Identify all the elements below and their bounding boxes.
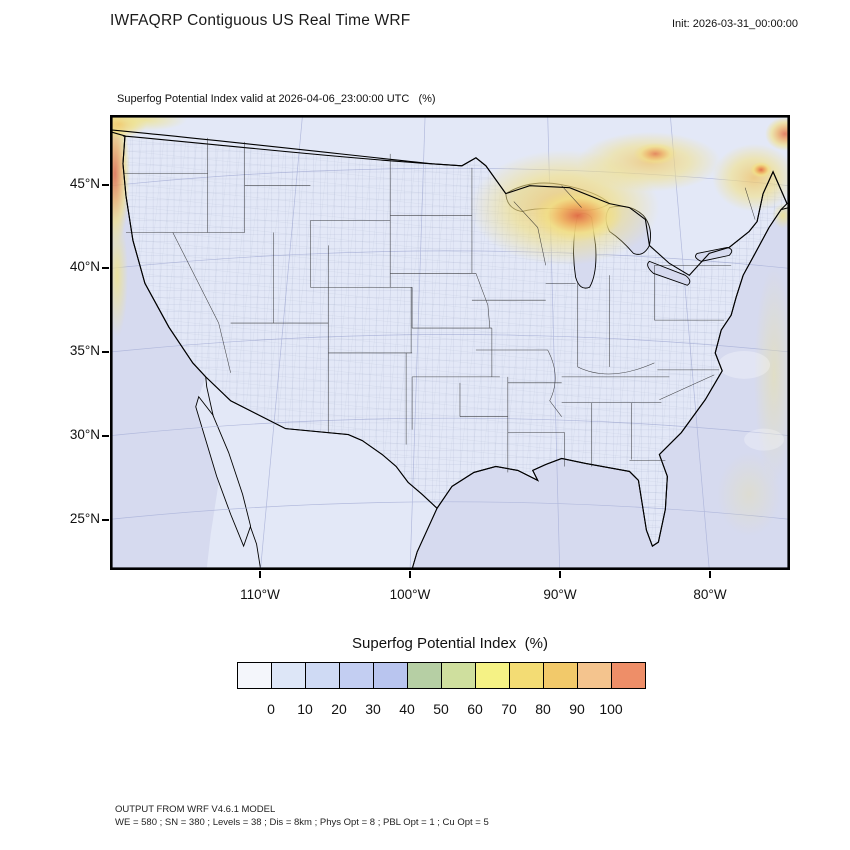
map-frame <box>110 115 790 570</box>
map-canvas <box>111 116 789 569</box>
colorbar-box <box>577 662 612 689</box>
ocean-layer <box>111 131 789 569</box>
axis-tick <box>102 351 109 353</box>
canada-border-east <box>728 170 788 248</box>
axis-tick <box>102 267 109 269</box>
colorbar-tick-label: 90 <box>569 701 585 717</box>
map-subtitle: Superfog Potential Index valid at 2026-0… <box>117 93 436 105</box>
border-layer <box>111 129 789 569</box>
pacific-coast-yellow-strip <box>111 213 128 338</box>
colorbar-ticks: 0 10 20 30 40 50 60 70 80 90 100 <box>237 695 659 717</box>
lat-label-40n: 40°N <box>69 259 100 274</box>
lake-superior-hot-core <box>532 189 623 242</box>
lon-label-110w: 110°W <box>240 587 280 602</box>
canada-border-west <box>111 129 507 194</box>
lon-label-90w: 90°W <box>543 587 577 602</box>
colorbar <box>237 662 646 689</box>
lake-erie <box>647 260 691 286</box>
colorbar-tick-label: 70 <box>501 701 517 717</box>
colorbar-tick-label: 100 <box>599 701 623 717</box>
axis-tick <box>102 519 109 521</box>
colorbar-tick-label: 10 <box>297 701 313 717</box>
pacific-nw-edge-strip <box>111 116 130 246</box>
axis-tick <box>259 571 261 578</box>
axis-tick <box>709 571 711 578</box>
footer-notes: OUTPUT FROM WRF V4.6.1 MODEL WE = 580 ; … <box>115 804 489 829</box>
lat-label-35n: 35°N <box>69 343 100 358</box>
plot-title: IWFAQRP Contiguous US Real Time WRF <box>110 12 411 29</box>
footer-config-line: WE = 580 ; SN = 380 ; Levels = 38 ; Dis … <box>115 816 489 828</box>
legend-title: Superfog Potential Index (%) <box>352 635 548 652</box>
superfog-field-overlay <box>111 116 789 537</box>
colorbar-box <box>373 662 408 689</box>
colorbar-tick-label: 20 <box>331 701 347 717</box>
lon-label-80w: 80°W <box>693 587 727 602</box>
lat-label-45n: 45°N <box>69 176 100 191</box>
atlantic-cloud-streak <box>744 428 785 451</box>
new-england-hot-speck <box>750 161 773 178</box>
colorbar-tick-label: 40 <box>399 701 415 717</box>
colorbar-box <box>475 662 510 689</box>
axis-tick <box>409 571 411 578</box>
lat-label-30n: 30°N <box>69 427 100 442</box>
pacific-ocean <box>111 131 219 569</box>
axis-tick <box>102 184 109 186</box>
atlantic-yellow-streak <box>754 265 789 485</box>
colorbar-box <box>305 662 340 689</box>
colorbar-box <box>611 662 646 689</box>
colorbar-box <box>339 662 374 689</box>
atlantic-se-yellow-wisp <box>717 452 782 537</box>
lat-label-25n: 25°N <box>69 511 100 526</box>
atlantic-cloud-streak <box>718 350 771 379</box>
colorbar-box <box>509 662 544 689</box>
colorbar-tick-label: 80 <box>535 701 551 717</box>
axis-tick <box>102 435 109 437</box>
ne-corner-hot-patch <box>765 117 789 151</box>
top-edge-yellow-streak <box>111 116 187 131</box>
colorbar-box <box>441 662 476 689</box>
init-timestamp: Init: 2026-03-31_00:00:00 <box>672 18 798 30</box>
lon-label-100w: 100°W <box>389 587 431 602</box>
state-borders <box>123 137 756 473</box>
colorbar-box <box>543 662 578 689</box>
canada-hot-speck <box>633 142 678 165</box>
colorbar-box <box>237 662 272 689</box>
map-border-frame <box>111 116 789 569</box>
axis-tick <box>559 571 561 578</box>
colorbar-tick-label: 0 <box>267 701 275 717</box>
atlantic-gulf-ocean <box>412 207 789 569</box>
colorbar-tick-label: 50 <box>433 701 449 717</box>
new-england-warm-region <box>712 143 789 212</box>
footer-model-line: OUTPUT FROM WRF V4.6.1 MODEL <box>115 804 276 815</box>
colorbar-tick-label: 60 <box>467 701 483 717</box>
colorbar-tick-label: 30 <box>365 701 381 717</box>
colorbar-box <box>271 662 306 689</box>
colorbar-box <box>407 662 442 689</box>
